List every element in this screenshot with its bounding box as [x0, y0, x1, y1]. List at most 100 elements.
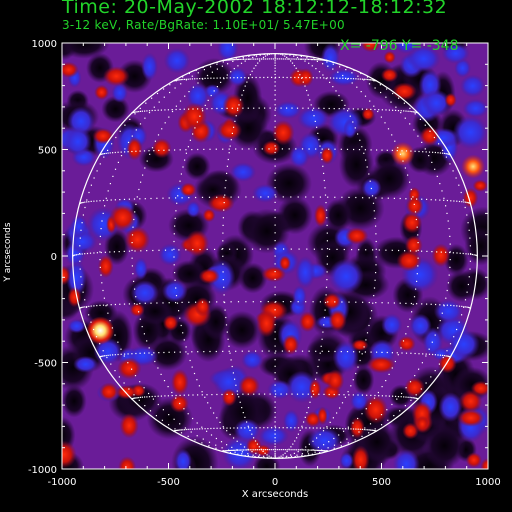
latitude-grid-dot — [81, 306, 83, 308]
emission-blob-red — [181, 102, 207, 131]
emission-blob-red — [62, 265, 71, 286]
longitude-grid-dot — [274, 301, 276, 303]
latitude-grid-dot — [177, 429, 179, 431]
latitude-grid-dot — [103, 355, 106, 357]
longitude-grid-dot — [449, 266, 451, 268]
longitude-grid-dot — [157, 134, 160, 136]
latitude-grid-dot — [316, 449, 318, 451]
emission-blob-blue — [134, 257, 148, 280]
latitude-grid-dot — [309, 58, 311, 60]
latitude-grid-dot — [463, 306, 465, 308]
longitude-grid-dot — [317, 132, 319, 134]
latitude-grid-dot — [255, 427, 257, 429]
longitude-grid-dot — [255, 65, 257, 67]
latitude-grid-dot — [260, 301, 262, 303]
longitude-grid-dot — [352, 422, 354, 424]
latitude-grid-dot — [370, 394, 372, 396]
longitude-grid-dot — [316, 126, 318, 128]
latitude-grid-dot — [167, 395, 169, 397]
longitude-grid-dot — [163, 380, 166, 382]
emission-blob-red — [67, 286, 82, 308]
longitude-grid-dot — [317, 446, 319, 448]
longitude-grid-dot — [213, 412, 215, 414]
latitude-grid-dot — [333, 108, 335, 110]
longitude-grid-dot — [369, 402, 372, 405]
longitude-grid-dot — [349, 115, 351, 117]
longitude-grid-dot — [274, 416, 276, 418]
latitude-grid-dot — [242, 107, 244, 109]
latitude-grid-dot — [418, 353, 420, 355]
latitude-grid-dot — [430, 199, 432, 201]
longitude-grid-dot — [274, 450, 276, 452]
latitude-grid-dot — [216, 77, 218, 79]
longitude-grid-dot — [338, 94, 340, 97]
longitude-grid-dot — [139, 381, 141, 383]
latitude-grid-dot — [89, 252, 92, 254]
longitude-grid-dot — [93, 328, 95, 331]
longitude-grid-dot — [118, 376, 120, 378]
longitude-grid-dot — [318, 359, 320, 361]
latitude-grid-dot — [340, 351, 342, 353]
longitude-grid-dot — [168, 414, 170, 416]
latitude-grid-dot — [144, 302, 146, 304]
longitude-grid-dot — [204, 104, 206, 106]
latitude-grid-dot — [146, 396, 148, 398]
longitude-grid-dot — [149, 410, 152, 412]
longitude-grid-dot — [351, 72, 353, 74]
latitude-grid-dot — [112, 354, 114, 356]
latitude-grid-dot — [357, 428, 359, 430]
latitude-grid-dot — [323, 107, 325, 109]
latitude-grid-dot — [363, 429, 365, 431]
longitude-grid-dot — [259, 60, 261, 62]
longitude-grid-dot — [458, 184, 460, 186]
latitude-grid-dot — [445, 355, 447, 357]
longitude-grid-dot — [394, 360, 396, 363]
latitude-grid-dot — [80, 307, 82, 309]
latitude-grid-dot — [282, 427, 284, 429]
latitude-grid-dot — [308, 350, 310, 352]
longitude-grid-dot — [240, 443, 242, 445]
latitude-grid-dot — [400, 110, 402, 112]
latitude-grid-dot — [393, 302, 395, 304]
emission-blob-red — [351, 339, 369, 351]
latitude-grid-dot — [267, 76, 269, 78]
longitude-grid-dot — [325, 78, 327, 80]
latitude-grid-dot — [253, 107, 255, 109]
latitude-grid-dot — [197, 148, 199, 151]
latitude-grid-dot — [203, 148, 205, 150]
longitude-grid-dot — [301, 454, 303, 456]
longitude-grid-dot — [88, 191, 90, 194]
latitude-grid-dot — [158, 352, 160, 354]
latitude-grid-dot — [334, 196, 336, 198]
longitude-grid-dot — [207, 402, 209, 404]
longitude-grid-dot — [327, 447, 329, 449]
latitude-grid-dot — [128, 198, 130, 200]
longitude-grid-dot — [241, 94, 243, 96]
longitude-grid-dot — [345, 69, 347, 71]
latitude-grid-dot — [352, 78, 355, 80]
latitude-grid-dot — [259, 248, 261, 250]
longitude-grid-dot — [179, 402, 181, 405]
longitude-grid-dot — [179, 317, 181, 319]
latitude-grid-dot — [338, 394, 340, 396]
emission-blob-red — [256, 309, 277, 338]
longitude-grid-dot — [326, 248, 329, 250]
longitude-grid-dot — [219, 421, 221, 423]
latitude-grid-dot — [306, 449, 308, 451]
latitude-grid-dot — [327, 196, 329, 198]
latitude-grid-dot — [234, 449, 236, 451]
latitude-grid-dot — [352, 394, 354, 396]
latitude-grid-dot — [133, 303, 136, 305]
longitude-grid-dot — [326, 450, 328, 452]
latitude-grid-dot — [345, 77, 347, 79]
longitude-grid-dot — [207, 99, 209, 101]
longitude-grid-dot — [208, 441, 211, 443]
latitude-grid-dot — [403, 396, 405, 398]
latitude-grid-dot — [416, 111, 418, 113]
latitude-grid-dot — [355, 196, 357, 199]
longitude-grid-dot — [297, 433, 299, 435]
emission-blob-dark — [423, 422, 466, 469]
latitude-grid-dot — [238, 449, 240, 451]
latitude-grid-dot — [223, 427, 225, 429]
longitude-grid-dot — [449, 259, 451, 261]
